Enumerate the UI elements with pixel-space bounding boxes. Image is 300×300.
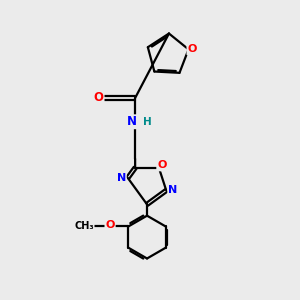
Text: CH₃: CH₃ <box>74 221 94 231</box>
Text: N: N <box>117 173 126 183</box>
Text: O: O <box>105 220 115 230</box>
Text: O: O <box>188 44 197 54</box>
Text: N: N <box>127 115 136 128</box>
Text: H: H <box>143 117 152 127</box>
Text: O: O <box>157 160 167 170</box>
Text: N: N <box>168 185 177 195</box>
Text: O: O <box>94 92 103 104</box>
